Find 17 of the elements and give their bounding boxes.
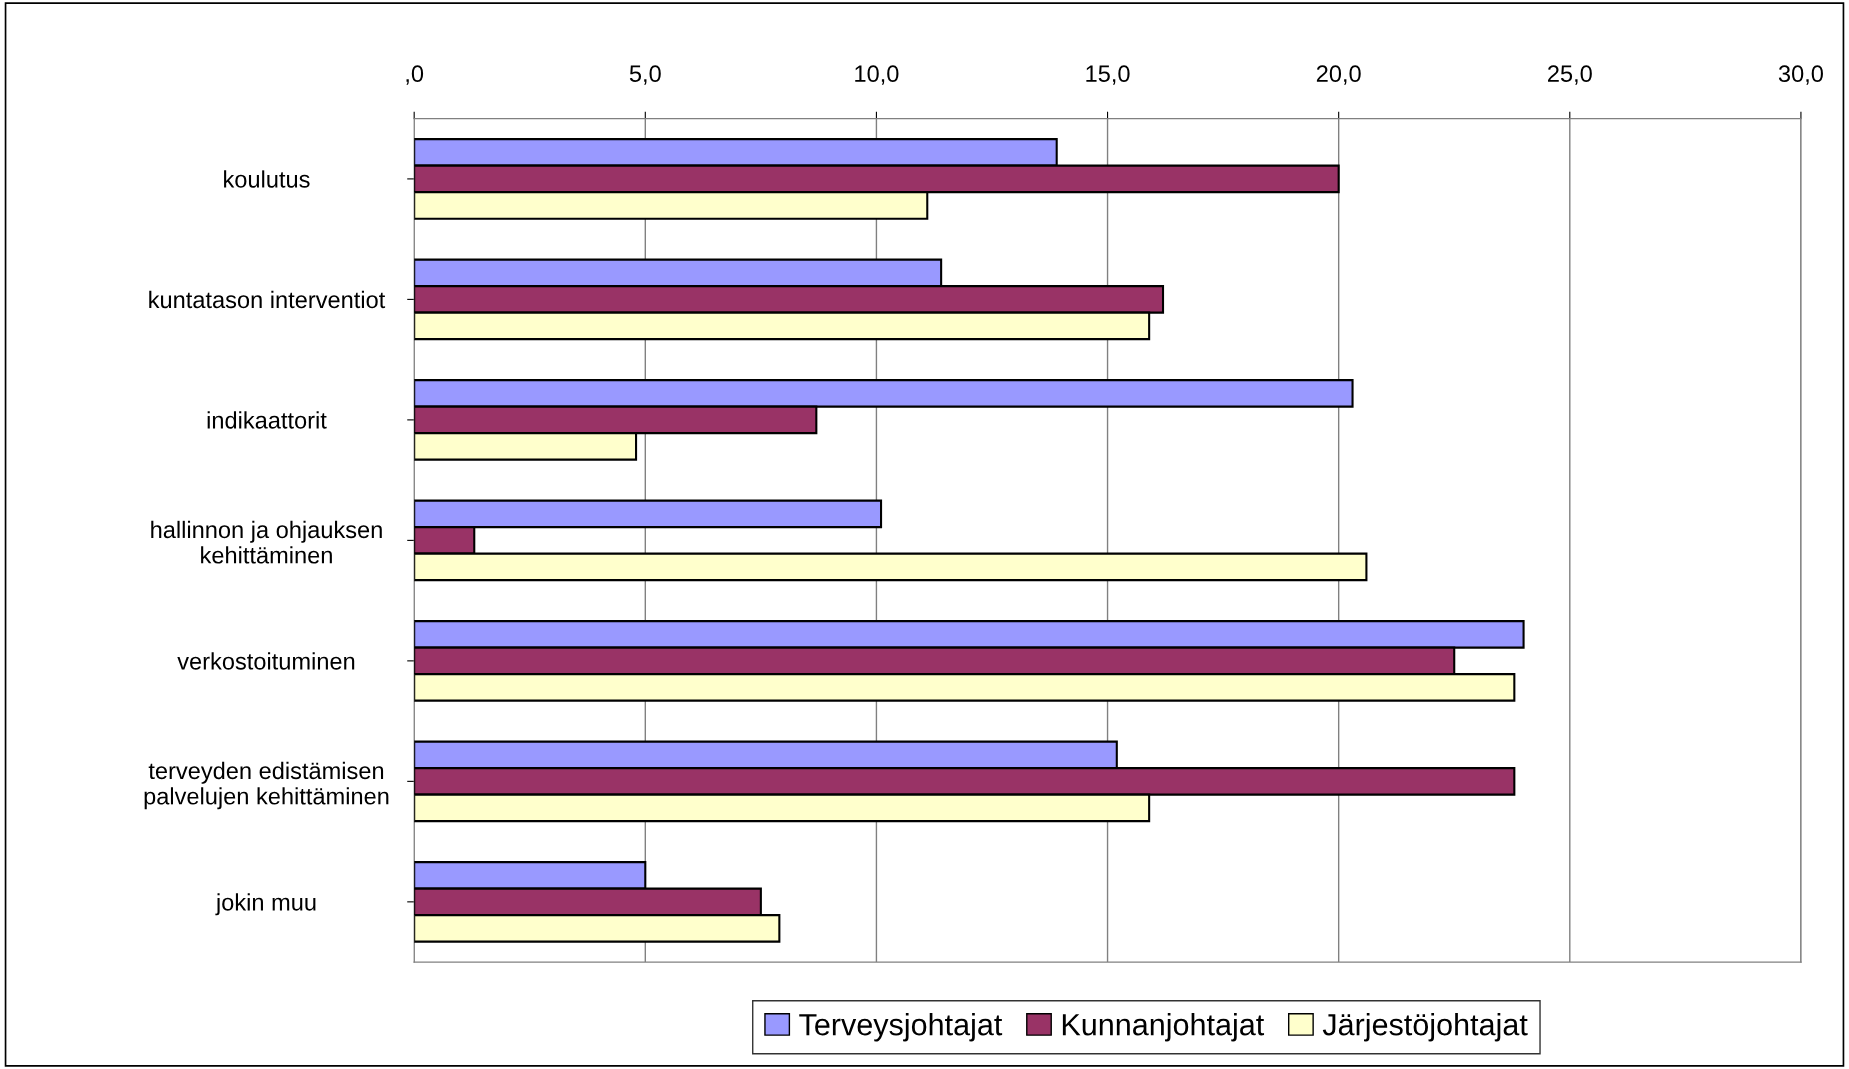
x-tick-label: 30,0 xyxy=(1778,65,1823,85)
legend-label: Terveysjohtajat xyxy=(799,1013,1003,1042)
x-tick-label: 20,0 xyxy=(1316,65,1361,85)
x-tick-label: 15,0 xyxy=(1086,65,1130,85)
x-tick-label: 10,0 xyxy=(855,65,899,85)
legend-label: Järjestöjohtajat xyxy=(1322,1013,1528,1042)
y-tick-label: terveyden edistämisen palvelujen kehittäminen xyxy=(144,761,389,810)
y-tick-label: indikaattorit xyxy=(207,411,327,429)
y-tick-label: hallinnon ja ohjauksen kehittäminen xyxy=(151,520,382,564)
x-tick-label: 5,0 xyxy=(629,65,661,85)
y-tick-label: kuntatason interventiot xyxy=(149,290,386,309)
y-tick-label: verkostoituminen xyxy=(177,652,355,670)
y-tick-label: koulutus xyxy=(224,170,310,188)
y-tick-label: jokin muu xyxy=(215,893,316,916)
x-tick-label: ,0 xyxy=(406,65,424,85)
x-tick-label: 25,0 xyxy=(1548,65,1592,85)
legend-label: Kunnanjohtajat xyxy=(1062,1013,1265,1042)
